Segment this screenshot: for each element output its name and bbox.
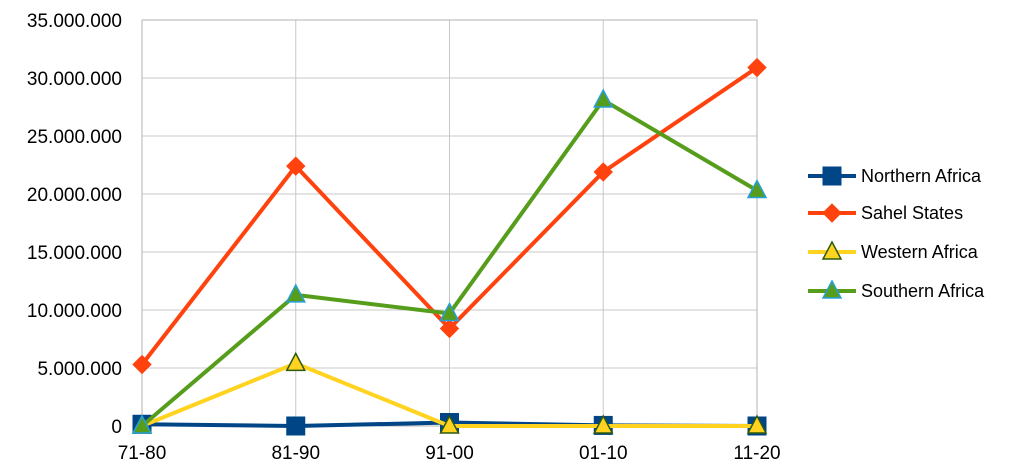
x-tick-label: 81-90 xyxy=(271,443,320,464)
x-tick-label: 11-20 xyxy=(733,443,780,464)
legend-marker xyxy=(822,203,842,223)
data-point xyxy=(286,156,306,176)
data-point xyxy=(439,301,460,322)
x-tick-label: 71-80 xyxy=(118,443,167,464)
y-tick-label: 35.000.000 xyxy=(27,11,122,32)
y-tick-label: 15.000.000 xyxy=(27,243,122,264)
data-point xyxy=(593,414,614,434)
y-tick-label: 25.000.000 xyxy=(27,127,122,148)
legend-label: Southern Africa xyxy=(861,281,985,301)
y-tick-label: 5.000.000 xyxy=(37,359,122,380)
grid-lines xyxy=(141,19,758,427)
data-point xyxy=(593,162,613,182)
series-1 xyxy=(132,57,767,375)
y-tick-label: 0 xyxy=(111,417,122,438)
data-point xyxy=(439,318,460,339)
legend-label: Western Africa xyxy=(861,242,979,262)
legend-marker xyxy=(821,279,843,299)
legend-marker xyxy=(822,166,842,186)
data-point xyxy=(439,414,460,434)
data-point xyxy=(746,414,768,434)
legend-item: Southern Africa xyxy=(808,279,985,301)
legend-item: Western Africa xyxy=(808,240,979,262)
data-point xyxy=(747,57,767,78)
data-point xyxy=(131,414,153,434)
y-axis-tick-labels: 0 5.000.000 10.000.000 15.000.000 20.000.000… xyxy=(27,11,122,438)
legend-label: Northern Africa xyxy=(861,166,982,186)
legend-item: Sahel States xyxy=(808,203,963,223)
data-point xyxy=(593,88,614,108)
legend-item: Northern Africa xyxy=(808,166,982,186)
y-tick-label: 20.000.000 xyxy=(27,185,122,206)
data-point xyxy=(746,178,768,199)
y-tick-label: 10.000.000 xyxy=(27,301,122,322)
x-tick-label: 91-00 xyxy=(425,443,474,464)
legend-label: Sahel States xyxy=(861,203,963,223)
data-point xyxy=(286,416,306,436)
data-point xyxy=(285,283,306,303)
legend: Northern Africa Sahel States Western Afric… xyxy=(808,166,985,301)
data-point xyxy=(285,351,306,372)
x-axis-tick-labels: 71-80 81-90 91-00 01-10 11-20 xyxy=(118,443,781,464)
series-layer xyxy=(131,57,768,436)
data-point xyxy=(132,354,152,375)
x-tick-label: 01-10 xyxy=(579,443,628,464)
legend-marker xyxy=(821,240,843,260)
y-tick-label: 30.000.000 xyxy=(27,69,122,90)
series-3 xyxy=(131,88,768,434)
